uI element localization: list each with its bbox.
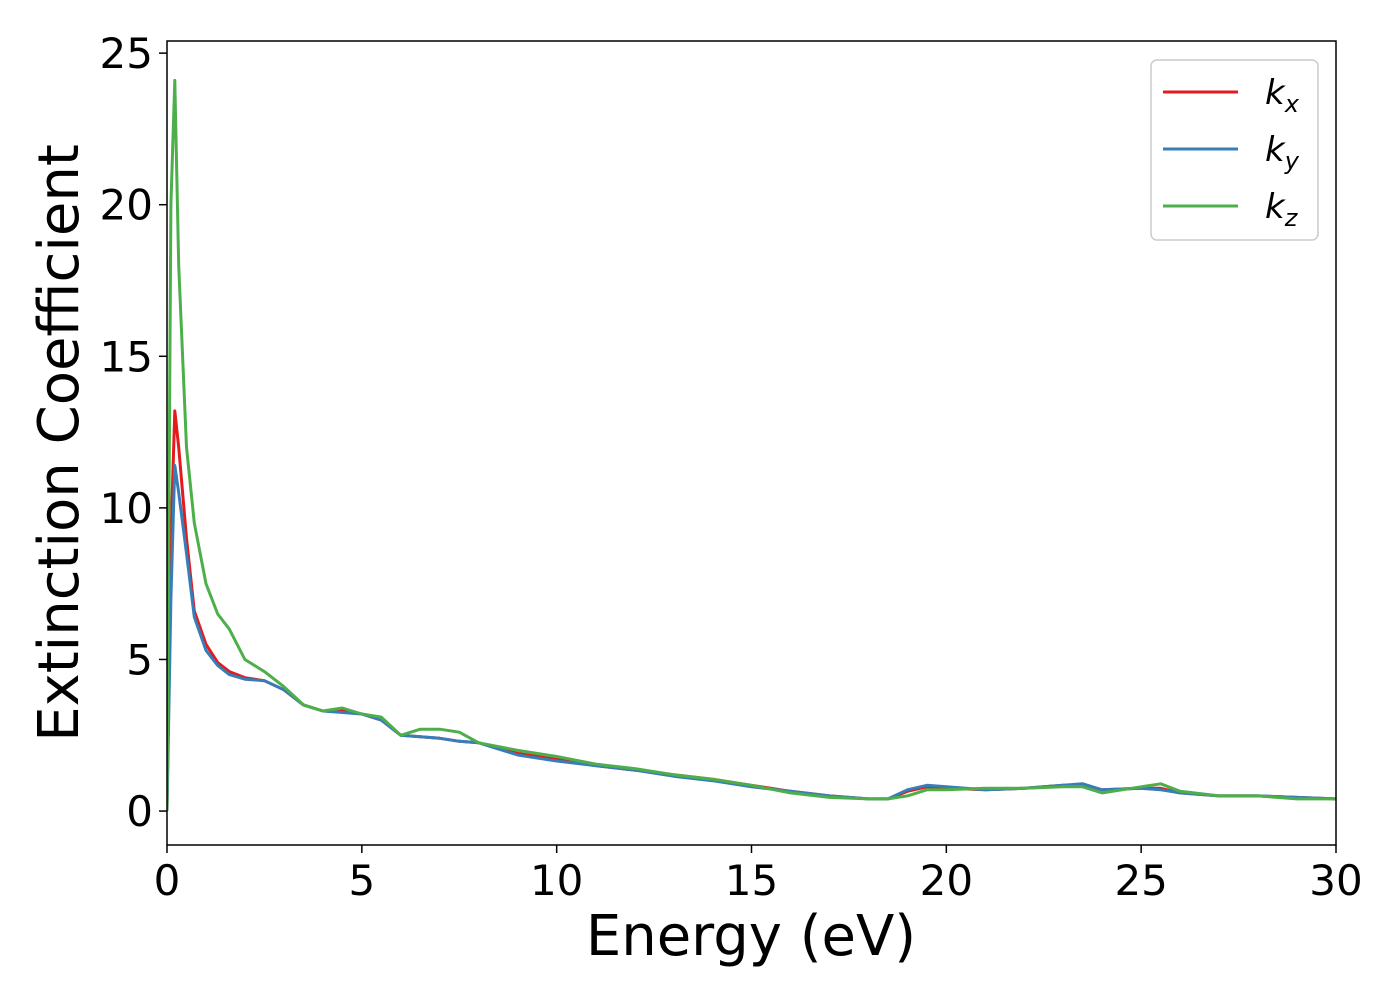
legend-label: kz bbox=[1265, 187, 1299, 232]
x-axis-label: Energy (eV) bbox=[586, 904, 916, 969]
y-axis-label: Extinction Coefficient bbox=[27, 144, 92, 742]
legend-main: k bbox=[1265, 73, 1286, 113]
x-tick-label: 15 bbox=[725, 856, 778, 905]
y-tick-label: 20 bbox=[100, 181, 153, 230]
x-tick-label: 20 bbox=[920, 856, 973, 905]
plot-frame bbox=[166, 40, 1337, 846]
x-tick-label: 0 bbox=[154, 856, 181, 905]
legend-label: kx bbox=[1265, 73, 1300, 118]
y-tick-label: 0 bbox=[126, 787, 153, 836]
data-line bbox=[167, 78, 1336, 812]
legend-sub: x bbox=[1284, 90, 1300, 118]
legend-label: ky bbox=[1265, 130, 1300, 175]
x-tick-label: 30 bbox=[1309, 856, 1362, 905]
y-tick-label: 15 bbox=[100, 332, 153, 381]
x-tick-label: 5 bbox=[348, 856, 375, 905]
y-tick-label: 5 bbox=[126, 635, 153, 684]
x-tick-label: 10 bbox=[530, 856, 583, 905]
x-tick-label: 25 bbox=[1114, 856, 1167, 905]
legend-sub: y bbox=[1284, 147, 1300, 175]
legend-main: k bbox=[1265, 187, 1286, 227]
legend-sub: z bbox=[1284, 204, 1299, 232]
y-tick-label: 10 bbox=[100, 484, 153, 533]
legend-main: k bbox=[1265, 130, 1286, 170]
data-line bbox=[167, 409, 1336, 812]
y-tick-label: 25 bbox=[100, 29, 153, 78]
data-line bbox=[167, 463, 1336, 812]
